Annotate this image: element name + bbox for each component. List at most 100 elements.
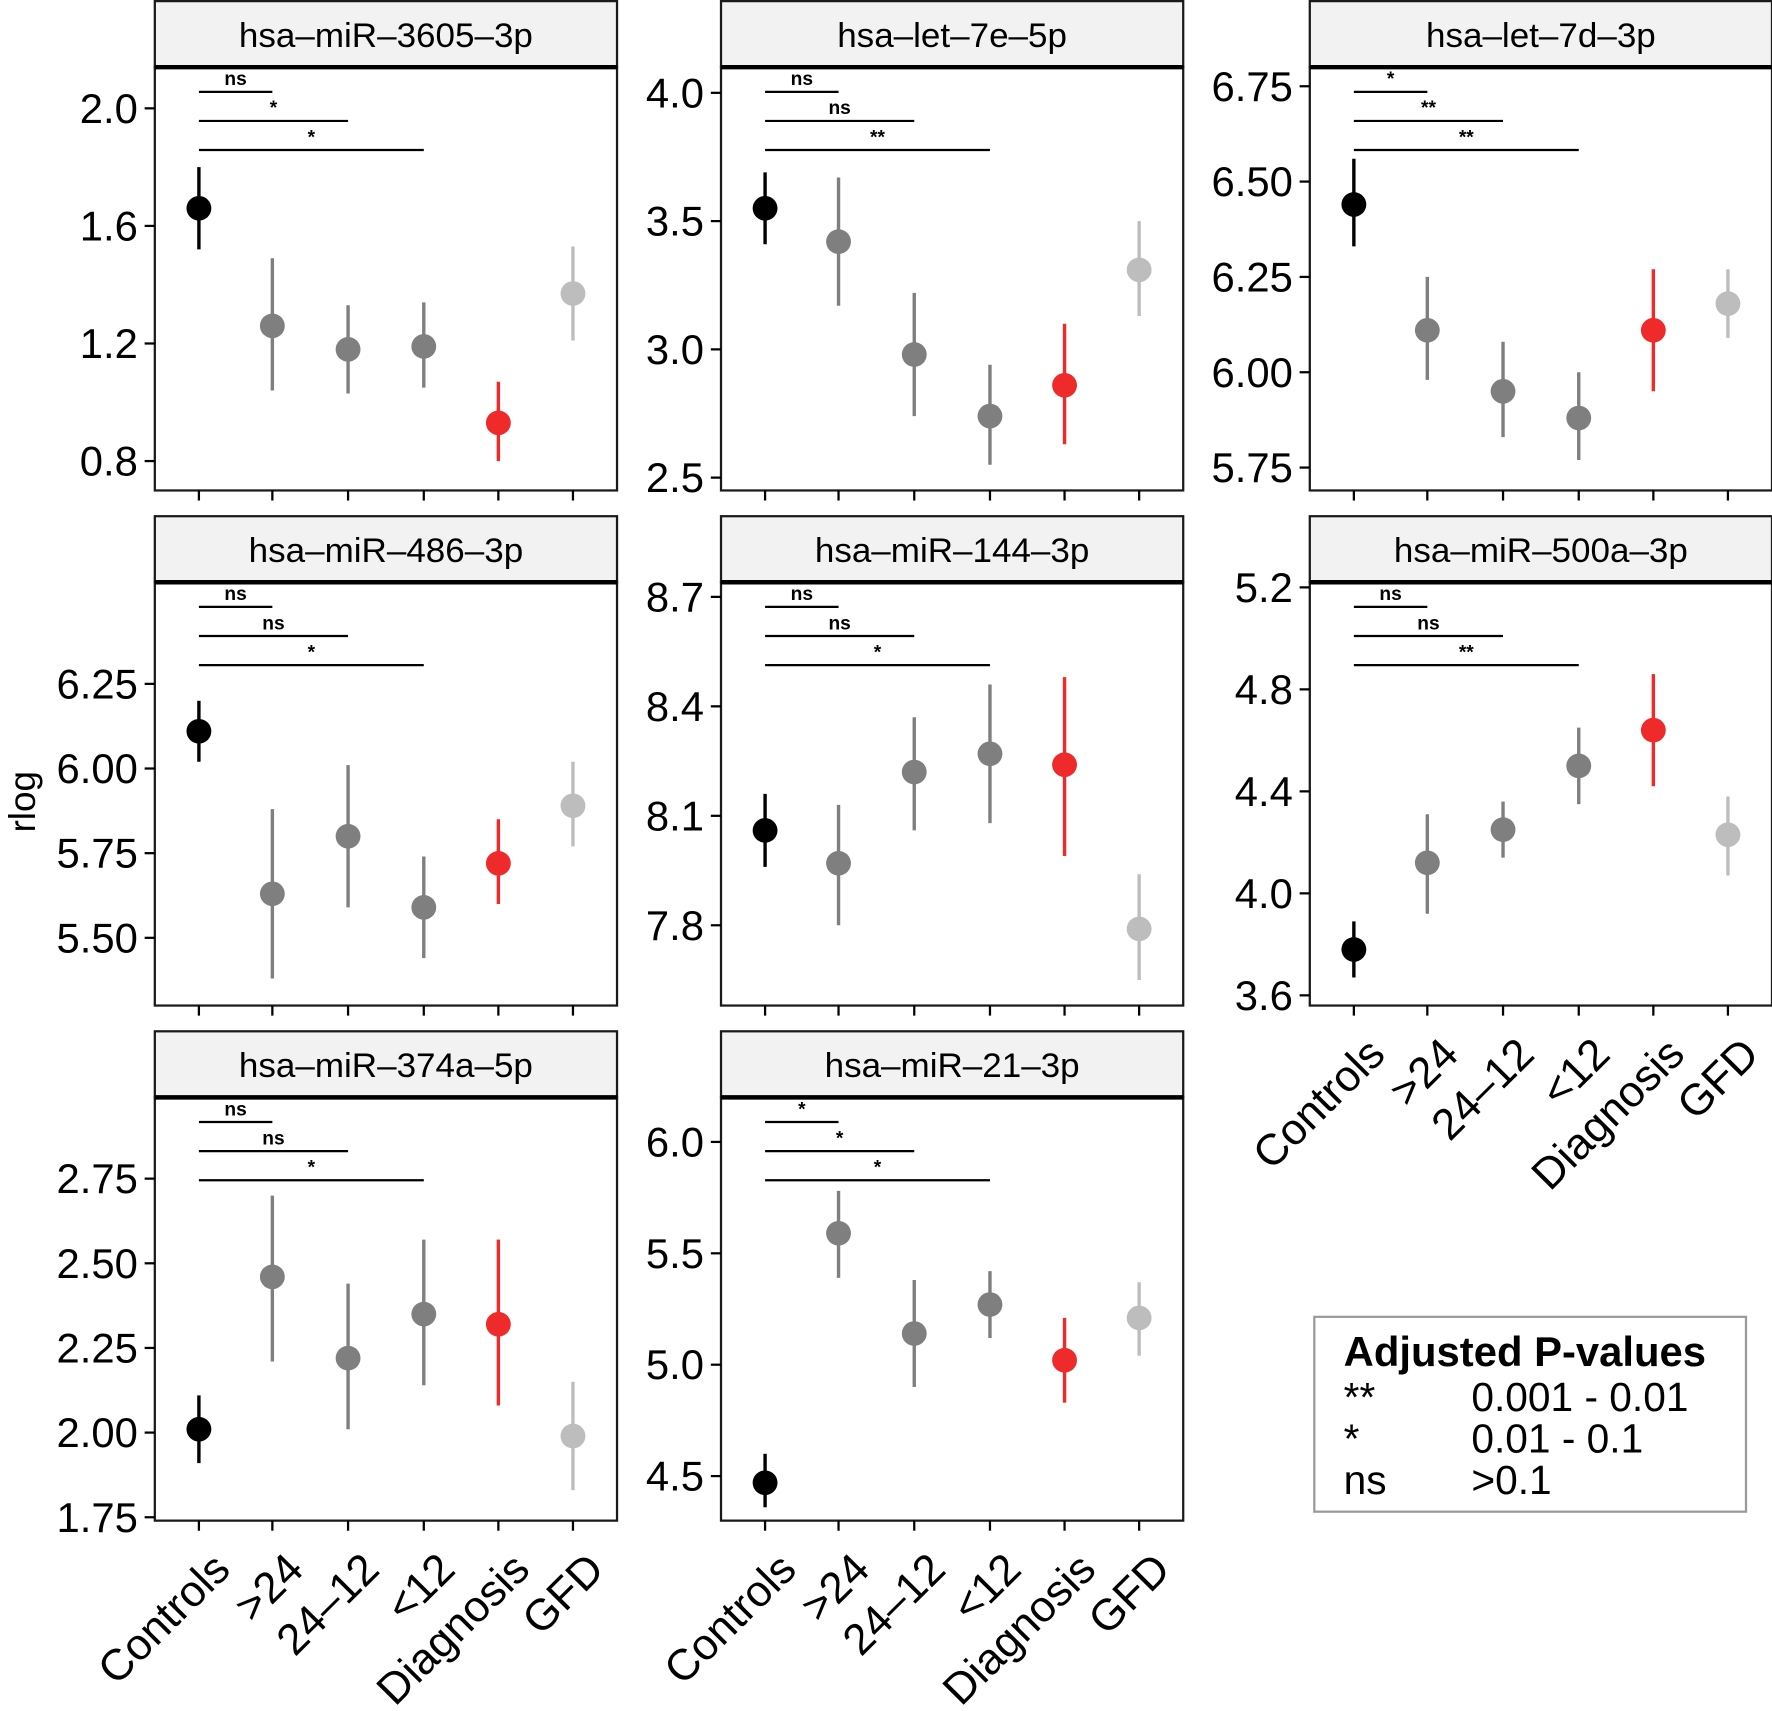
y-tick-label: 6.00 (1211, 349, 1292, 396)
plot-frame (719, 1096, 1185, 1522)
significance-label: ns (262, 613, 284, 634)
plot-frame (719, 581, 1185, 1007)
point-lt12 (411, 895, 437, 920)
significance-label: ns (828, 98, 850, 119)
strip-background (153, 515, 619, 584)
point-controls (752, 818, 778, 843)
point-diagnosis (1640, 717, 1666, 743)
point-controls (752, 1470, 778, 1496)
y-tick-label: 5.50 (57, 915, 138, 962)
panel-title: hsa–miR–21–3p (825, 1046, 1080, 1085)
significance-label: ns (262, 1128, 284, 1149)
x-label-gfd: GFD (513, 1544, 614, 1644)
point-gt24 (259, 1264, 285, 1290)
y-tick-label: 7.8 (646, 902, 704, 949)
y-tick-label: 4.0 (646, 70, 704, 117)
point-lt12 (977, 741, 1003, 767)
significance-label: ns (791, 69, 813, 90)
point-controls (752, 195, 778, 221)
significance-label: ** (1459, 642, 1475, 663)
y-tick-label: 8.1 (646, 793, 704, 840)
y-tick-label: 2.75 (57, 1155, 138, 1202)
plot-frame (719, 66, 1185, 492)
legend-title: Adjusted P-values (1344, 1328, 1706, 1375)
strip-background (1308, 0, 1772, 69)
point-controls (186, 195, 212, 221)
significance-label: ns (224, 1099, 246, 1120)
point-diagnosis (1052, 752, 1077, 778)
legend-box (1313, 1315, 1748, 1513)
y-tick-label: 4.0 (1235, 870, 1293, 917)
y-tick-label: 1.2 (80, 320, 138, 367)
point-gfd (560, 281, 586, 306)
plot-frame (153, 581, 619, 1007)
y-tick-label: 0.8 (80, 438, 138, 485)
panel-title: hsa–miR–500a–3p (1394, 531, 1688, 570)
significance-label: * (308, 127, 316, 148)
point-gfd (560, 1423, 586, 1449)
significance-label: ** (1421, 98, 1437, 119)
y-tick-label: 8.7 (646, 574, 704, 621)
significance-label: ** (870, 127, 886, 148)
panels-layer: hsa–miR–3605–3p0.81.21.62.0ns**hsa–let–7… (57, 0, 1772, 1711)
point-24-12 (335, 823, 361, 849)
significance-label: * (798, 1099, 806, 1120)
x-label-controls: Controls (655, 1544, 806, 1693)
point-lt12 (411, 1301, 437, 1327)
y-tick-label: 5.5 (646, 1230, 704, 1277)
y-tick-label: 2.50 (57, 1240, 138, 1287)
point-lt12 (1566, 753, 1592, 779)
panel-hsa-mir-21-3p: hsa–miR–21–3p4.55.05.56.0***Controls>242… (646, 1030, 1185, 1711)
y-tick-label: 2.00 (57, 1409, 138, 1456)
point-gt24 (826, 1220, 851, 1246)
strip-background (719, 515, 1185, 584)
y-tick-label: 1.75 (57, 1494, 138, 1541)
panel-title: hsa–let–7d–3p (1426, 16, 1656, 55)
y-tick-label: 2.25 (57, 1325, 138, 1372)
significance-label: ns (791, 584, 813, 605)
y-tick-label: 2.5 (646, 454, 704, 501)
y-tick-label: 5.75 (57, 830, 138, 877)
point-24-12 (335, 337, 361, 362)
panel-title: hsa–miR–374a–5p (239, 1046, 533, 1085)
x-label-controls: Controls (1244, 1029, 1395, 1178)
significance-label: * (874, 1158, 882, 1179)
point-controls (1341, 937, 1367, 962)
significance-label: ns (828, 613, 850, 634)
strip-background (153, 1030, 619, 1099)
x-label-gfd: GFD (1668, 1029, 1769, 1129)
point-gfd (560, 793, 586, 819)
panel-title: hsa–miR–486–3p (249, 531, 524, 570)
point-diagnosis (1052, 1347, 1077, 1373)
legend-range-2: 0.01 - 0.1 (1471, 1416, 1643, 1462)
legend-symbol-2: * (1344, 1416, 1360, 1462)
point-24-12 (1490, 817, 1516, 842)
significance-label: * (308, 642, 316, 663)
point-controls (186, 718, 212, 744)
significance-label: * (836, 1128, 844, 1149)
point-gt24 (259, 881, 285, 907)
y-tick-label: 5.2 (1235, 564, 1293, 611)
y-tick-label: 8.4 (646, 683, 704, 730)
y-tick-label: 2.0 (80, 85, 138, 132)
strip-background (719, 1030, 1185, 1099)
y-tick-label: 6.25 (1211, 254, 1292, 301)
point-diagnosis (1052, 372, 1077, 398)
point-gfd (1126, 1305, 1152, 1331)
p-value-legend: Adjusted P-values ** 0.001 - 0.01 * 0.01… (1313, 1315, 1748, 1513)
point-gfd (1715, 291, 1741, 316)
point-diagnosis (485, 851, 511, 876)
y-tick-label: 5.75 (1211, 444, 1292, 491)
point-diagnosis (485, 1311, 511, 1337)
y-tick-label: 5.0 (646, 1341, 704, 1388)
point-24-12 (901, 1321, 927, 1346)
point-controls (186, 1416, 212, 1442)
y-tick-label: 1.6 (80, 203, 138, 250)
panel-hsa-mir-3605-3p: hsa–miR–3605–3p 0.8 1.2 1.6 2.0 ns * * (80, 0, 619, 501)
y-tick-label: 6.50 (1211, 158, 1292, 205)
y-tick-label: 4.8 (1235, 666, 1293, 713)
y-axis-title: rlog (1, 771, 43, 833)
